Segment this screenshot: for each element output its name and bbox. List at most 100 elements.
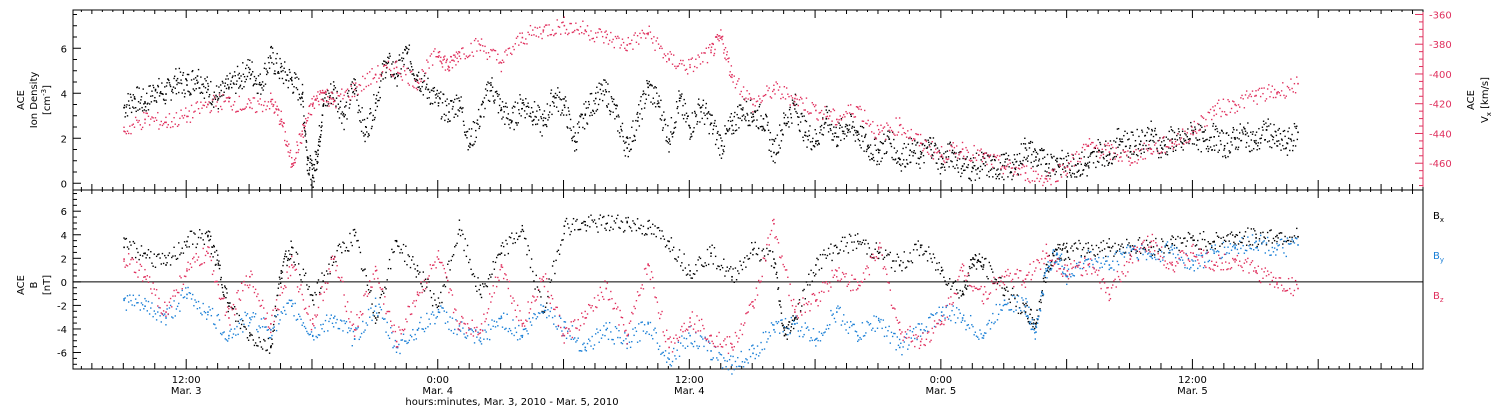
data-point (941, 166, 943, 168)
data-point (677, 105, 679, 108)
data-point (1135, 148, 1137, 151)
data-point (215, 249, 218, 252)
data-point (977, 167, 979, 169)
data-point-anchor (647, 32, 649, 34)
data-point (1048, 271, 1050, 273)
data-point (1104, 145, 1106, 147)
data-point-anchor (720, 145, 723, 147)
data-point (546, 103, 549, 105)
data-point (1158, 156, 1160, 159)
data-point (1212, 241, 1214, 243)
data-point (284, 253, 287, 255)
data-point (601, 99, 604, 102)
x-tick-label-date: Mar. 3 (171, 386, 202, 397)
data-point (123, 126, 125, 128)
data-point (1011, 167, 1014, 169)
data-point (327, 273, 329, 275)
data-point (641, 118, 643, 120)
data-point (158, 128, 160, 130)
data-point (718, 40, 720, 42)
data-point (576, 218, 578, 221)
data-point (239, 84, 242, 86)
data-point (747, 98, 749, 100)
data-point (951, 160, 953, 163)
data-point-anchor (1276, 91, 1278, 94)
data-point (412, 85, 414, 87)
data-point (1252, 131, 1254, 133)
data-point (467, 149, 469, 151)
data-point (502, 61, 505, 63)
data-point (1193, 120, 1195, 123)
data-point (915, 243, 917, 246)
data-point (975, 254, 977, 257)
data-point-anchor (186, 115, 188, 118)
data-point (702, 265, 704, 267)
data-point (311, 105, 314, 107)
data-point (302, 106, 305, 108)
data-point-anchor (322, 91, 325, 94)
data-point (628, 43, 631, 45)
data-point (202, 83, 204, 85)
data-point (564, 106, 566, 109)
data-point (1043, 181, 1045, 184)
data-point (221, 80, 224, 83)
data-point (353, 228, 356, 231)
data-point (504, 51, 506, 53)
data-point (671, 249, 674, 251)
data-point (338, 95, 341, 97)
data-point (420, 283, 422, 285)
data-point (571, 137, 573, 140)
data-point (845, 245, 847, 248)
data-point (192, 117, 194, 119)
data-point (416, 74, 418, 76)
data-point (342, 112, 345, 115)
data-point (272, 104, 275, 106)
data-point (1255, 131, 1258, 133)
data-point (1159, 152, 1162, 154)
data-point (784, 327, 786, 329)
data-point (1142, 248, 1144, 250)
data-point (485, 94, 487, 96)
data-point (522, 99, 524, 101)
data-point (1134, 145, 1136, 148)
data-point (315, 151, 318, 153)
data-point (821, 133, 823, 136)
data-point (1100, 154, 1102, 157)
data-point (1061, 249, 1063, 251)
data-point (331, 92, 334, 94)
data-point (1209, 108, 1212, 111)
data-point-anchor (605, 91, 608, 93)
data-point (972, 257, 974, 259)
data-point (804, 109, 806, 111)
data-point (1061, 149, 1063, 152)
data-point (123, 104, 126, 107)
data-point (774, 262, 776, 264)
data-point (324, 90, 327, 93)
data-point (1215, 144, 1218, 146)
data-point (980, 159, 982, 161)
data-point (668, 57, 670, 60)
data-point (746, 112, 748, 115)
data-point (1105, 255, 1107, 258)
data-point (160, 120, 162, 123)
data-point (214, 98, 217, 100)
data-point (338, 108, 340, 110)
data-point (621, 38, 624, 40)
data-point (756, 253, 759, 256)
data-point (738, 272, 740, 275)
data-point (555, 106, 558, 108)
data-point (697, 259, 699, 261)
data-point (741, 95, 744, 98)
data-point (851, 125, 854, 128)
data-point (484, 45, 486, 48)
data-point (409, 266, 412, 269)
data-point (999, 162, 1002, 164)
data-point (633, 134, 635, 137)
data-point (306, 119, 309, 122)
data-point (519, 32, 521, 34)
data-point (946, 158, 949, 161)
data-point (780, 312, 783, 314)
data-point (886, 135, 889, 137)
data-point (857, 138, 859, 141)
data-point (419, 88, 422, 90)
